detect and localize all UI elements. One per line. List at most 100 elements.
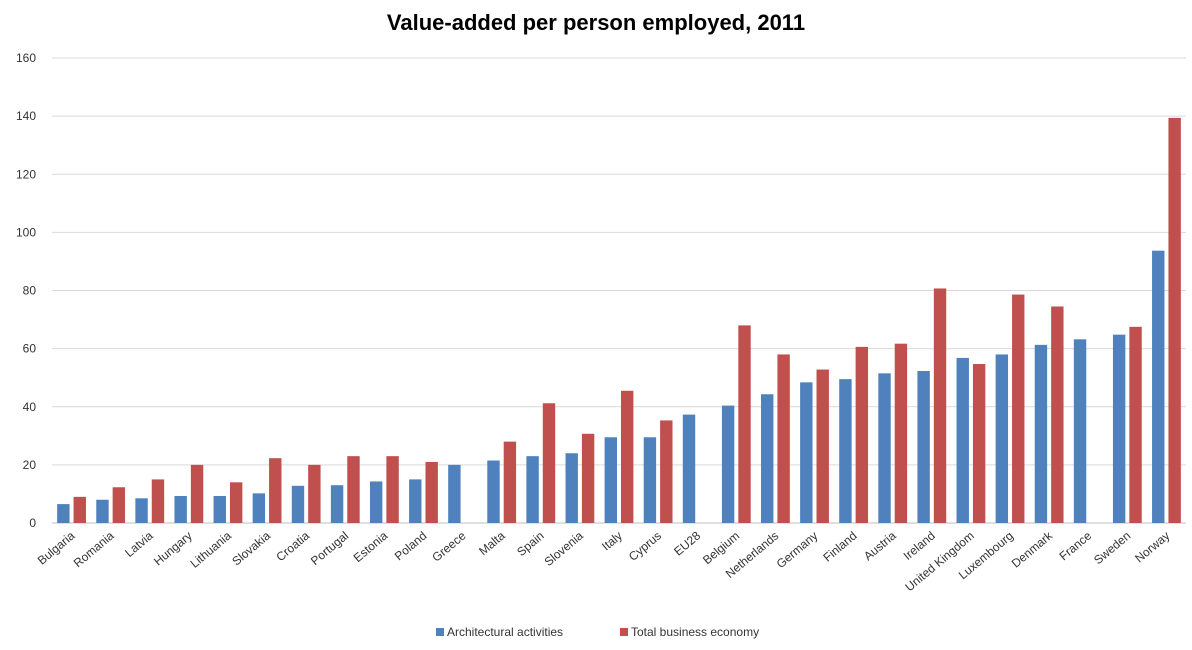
x-tick-label: Norway bbox=[1132, 529, 1172, 566]
y-tick-label: 80 bbox=[23, 284, 37, 298]
bar-total-business bbox=[190, 464, 204, 523]
x-tick-label: Austria bbox=[861, 528, 899, 563]
bar-total-business bbox=[1168, 117, 1181, 524]
bar-architectural bbox=[917, 371, 930, 523]
bar-total-business bbox=[1129, 326, 1142, 523]
bar-architectural bbox=[448, 464, 461, 523]
x-tick-label: Slovenia bbox=[542, 528, 587, 569]
bar-architectural bbox=[878, 373, 891, 523]
bar-architectural bbox=[761, 394, 774, 523]
x-tick-label: United Kingdom bbox=[902, 529, 976, 595]
bar-total-business bbox=[269, 458, 282, 523]
gridlines bbox=[52, 57, 1186, 524]
bar-total-business bbox=[738, 325, 751, 523]
bar-architectural bbox=[1112, 334, 1126, 523]
bar-total-business bbox=[777, 354, 790, 523]
y-tick-label: 40 bbox=[23, 400, 37, 414]
bar-total-business bbox=[425, 461, 438, 523]
legend-swatch bbox=[620, 628, 628, 636]
bar-architectural bbox=[252, 493, 266, 523]
bar-total-business bbox=[347, 456, 360, 523]
bar-architectural bbox=[487, 460, 500, 523]
bar-architectural bbox=[1034, 344, 1048, 523]
x-tick-label: EU28 bbox=[671, 528, 703, 558]
bar-total-business bbox=[151, 479, 165, 523]
bar-total-business bbox=[933, 288, 947, 523]
legend: Architectural activities Total business e… bbox=[436, 625, 759, 639]
bar-architectural bbox=[57, 504, 70, 523]
x-tick-label: Bulgaria bbox=[35, 528, 78, 567]
y-tick-label: 20 bbox=[23, 458, 37, 472]
bar-architectural bbox=[291, 485, 305, 523]
bar-total-business bbox=[1051, 306, 1064, 523]
chart-title: Value-added per person employed, 2011 bbox=[387, 10, 805, 35]
bar-architectural bbox=[682, 414, 696, 523]
x-tick-label: Germany bbox=[774, 529, 821, 571]
x-tick-label: Lithuania bbox=[188, 528, 235, 570]
bar-architectural bbox=[369, 481, 383, 523]
x-tick-label: Estonia bbox=[351, 528, 391, 565]
bar-architectural bbox=[1152, 250, 1165, 523]
bar-total-business bbox=[621, 390, 634, 523]
bar-total-business bbox=[855, 346, 869, 523]
bar-total-business bbox=[503, 441, 517, 523]
x-tick-label: France bbox=[1057, 528, 1095, 563]
bar-total-business bbox=[386, 456, 399, 523]
bar-architectural bbox=[956, 357, 969, 523]
x-tick-label: Sweden bbox=[1091, 529, 1133, 568]
bar-architectural bbox=[604, 437, 617, 523]
bar-total-business bbox=[660, 420, 673, 523]
y-tick-label: 140 bbox=[16, 109, 36, 123]
bar-architectural bbox=[135, 498, 148, 523]
y-tick-label: 160 bbox=[16, 51, 36, 65]
x-tick-label: Portugal bbox=[308, 529, 351, 568]
bars bbox=[57, 117, 1181, 524]
bar-total-business bbox=[1012, 294, 1025, 523]
bar-total-business bbox=[229, 482, 243, 523]
x-tick-label: Malta bbox=[476, 528, 508, 558]
bar-architectural bbox=[526, 456, 539, 523]
bar-architectural bbox=[409, 479, 422, 523]
x-tick-label: Latvia bbox=[122, 528, 156, 560]
bar-architectural bbox=[213, 495, 226, 523]
bar-architectural bbox=[174, 495, 187, 523]
bar-total-business bbox=[73, 496, 86, 523]
bar-architectural bbox=[643, 437, 657, 523]
y-tick-label: 0 bbox=[29, 516, 36, 530]
legend-label: Total business economy bbox=[631, 625, 759, 639]
y-axis: 0 20 40 60 80 100 120 140 160 bbox=[16, 51, 36, 530]
bar-architectural bbox=[839, 379, 852, 523]
x-tick-label: Romania bbox=[71, 528, 117, 570]
bar-total-business bbox=[308, 464, 321, 523]
bar-total-business bbox=[112, 487, 126, 523]
bar-architectural bbox=[565, 453, 578, 523]
legend-label: Architectural activities bbox=[447, 625, 563, 639]
y-tick-label: 100 bbox=[16, 225, 36, 239]
bar-architectural bbox=[995, 354, 1009, 523]
x-tick-label: Spain bbox=[514, 529, 547, 559]
x-tick-label: Poland bbox=[392, 529, 430, 564]
bar-architectural bbox=[1073, 339, 1087, 523]
bar-architectural bbox=[721, 405, 735, 523]
x-tick-label: Slovakia bbox=[229, 528, 273, 568]
x-tick-label: Greece bbox=[429, 528, 468, 564]
x-tick-label: Cyprus bbox=[626, 529, 664, 564]
y-tick-label: 60 bbox=[23, 342, 37, 356]
bar-architectural bbox=[96, 499, 109, 523]
legend-swatch bbox=[436, 628, 444, 636]
bar-total-business bbox=[581, 433, 595, 523]
x-tick-label: Hungary bbox=[151, 529, 195, 569]
x-tick-label: Finland bbox=[820, 529, 859, 565]
y-tick-label: 120 bbox=[16, 167, 36, 181]
bar-total-business bbox=[972, 364, 986, 523]
x-tick-label: Denmark bbox=[1009, 528, 1056, 571]
bar-total-business bbox=[816, 369, 829, 523]
bar-total-business bbox=[894, 343, 908, 523]
x-tick-label: Italy bbox=[599, 529, 625, 554]
x-tick-label: Croatia bbox=[273, 528, 312, 564]
bar-architectural bbox=[330, 485, 344, 523]
bar-total-business bbox=[542, 403, 556, 523]
